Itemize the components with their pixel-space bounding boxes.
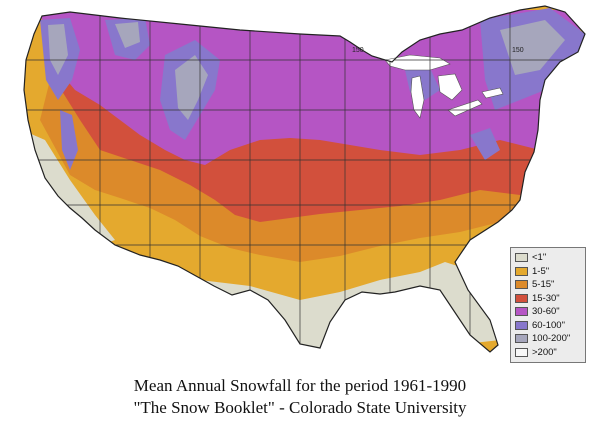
legend-swatch bbox=[515, 280, 528, 290]
legend-item: 5-15" bbox=[515, 278, 585, 292]
legend-swatch bbox=[515, 347, 528, 357]
map-source: "The Snow Booklet" - Colorado State Univ… bbox=[133, 398, 467, 417]
legend-swatch bbox=[515, 293, 528, 303]
legend-item: 1-5" bbox=[515, 265, 585, 279]
great-lakes bbox=[384, 54, 504, 119]
legend-swatch bbox=[515, 266, 528, 276]
snow-band-100-200-cascades bbox=[48, 24, 68, 75]
map-legend: <1" 1-5" 5-15" 15-30" 30-60" 60-100" 100-200" >… bbox=[510, 247, 586, 363]
snow-band-100-200-idaho bbox=[115, 22, 140, 48]
legend-item: 60-100" bbox=[515, 319, 585, 333]
lake-superior bbox=[384, 54, 451, 71]
legend-swatch bbox=[515, 334, 528, 344]
legend-label: 30-60" bbox=[532, 306, 560, 318]
contour-label-northeast: 150 bbox=[512, 47, 524, 54]
legend-swatch bbox=[515, 307, 528, 317]
contour-label-great-lakes: 150 bbox=[352, 47, 364, 54]
legend-item: >200" bbox=[515, 346, 585, 360]
legend-label: 1-5" bbox=[532, 265, 550, 277]
legend-label: 5-15" bbox=[532, 279, 555, 291]
legend-label: <1" bbox=[532, 252, 547, 264]
legend-item: 15-30" bbox=[515, 292, 585, 306]
legend-label: 60-100" bbox=[532, 319, 565, 331]
legend-item: 30-60" bbox=[515, 305, 585, 319]
legend-label: 100-200" bbox=[532, 333, 571, 345]
legend-swatch bbox=[515, 253, 528, 263]
lake-huron bbox=[437, 73, 463, 101]
snow-band-100-200-northeast bbox=[500, 20, 565, 75]
legend-item: <1" bbox=[515, 251, 585, 265]
snow-band-60-100-sierra bbox=[60, 110, 78, 170]
lake-michigan bbox=[410, 75, 425, 119]
map-title: Mean Annual Snowfall for the period 1961… bbox=[133, 376, 467, 395]
legend-label: >200" bbox=[532, 346, 557, 358]
legend-item: 100-200" bbox=[515, 332, 585, 346]
snow-band-60-100-appalachia bbox=[470, 128, 500, 160]
legend-label: 15-30" bbox=[532, 292, 560, 304]
snowfall-map: 150 150 bbox=[23, 5, 586, 353]
legend-swatch bbox=[515, 320, 528, 330]
lake-erie bbox=[447, 99, 483, 117]
lake-ontario bbox=[481, 87, 504, 99]
